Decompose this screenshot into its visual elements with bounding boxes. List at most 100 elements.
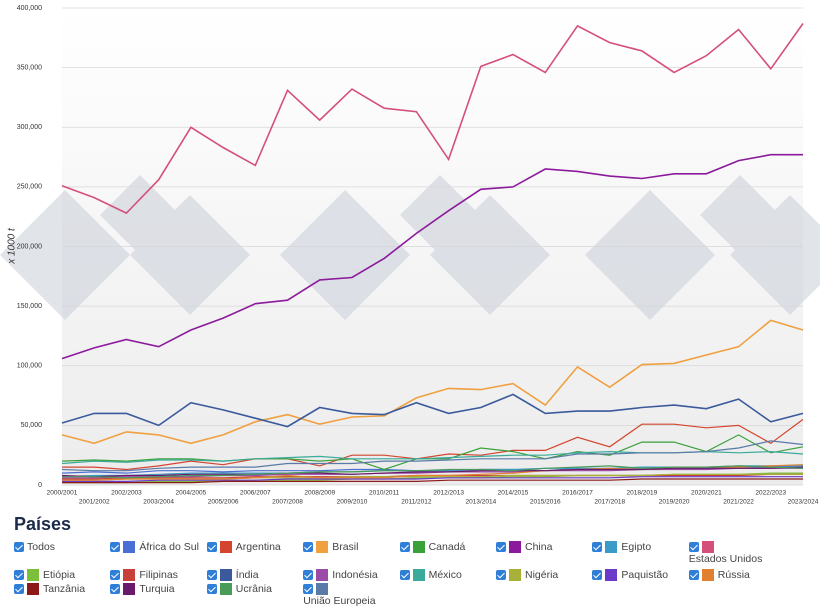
checkbox[interactable] [206, 570, 217, 580]
y-tick-label: 300,000 [17, 124, 42, 131]
legend-swatch [701, 569, 714, 581]
series-line [62, 465, 804, 479]
legend-label: Tanzânia [43, 583, 86, 595]
x-tick-label: 2008/2009 [304, 490, 335, 497]
checkbox[interactable] [592, 570, 603, 580]
checkbox[interactable] [399, 570, 410, 580]
legend-item[interactable]: União Europeia [303, 583, 399, 607]
checkbox[interactable] [14, 584, 24, 594]
legend-item[interactable]: Turquia [110, 583, 206, 595]
legend-item[interactable]: Brasil [303, 541, 399, 553]
legend-item[interactable]: Etiópia [14, 569, 110, 581]
legend-swatch [219, 569, 232, 581]
x-tick-label: 2000/2001 [47, 490, 78, 497]
legend-item[interactable]: Filipinas [110, 569, 206, 581]
legend-label: Ucrânia [235, 583, 272, 595]
legend-swatch [316, 569, 329, 581]
x-tick-label: 2002/2003 [111, 490, 142, 497]
y-tick-label: 0 [38, 482, 42, 489]
x-tick-label: 2010/2011 [369, 490, 400, 497]
legend-item[interactable]: Paquistão [592, 569, 688, 581]
x-tick-label: 2015/2016 [530, 499, 561, 506]
legend-label: Todos [27, 541, 56, 553]
checkbox[interactable] [110, 584, 121, 594]
x-tick-label: 2012/2013 [433, 490, 464, 497]
checkbox[interactable] [14, 542, 24, 552]
legend-swatch [27, 583, 39, 595]
checkbox[interactable] [303, 542, 314, 552]
checkbox[interactable] [303, 584, 314, 594]
legend-label: Turquia [139, 583, 175, 595]
series-line [61, 466, 804, 478]
legend-item[interactable]: Indonésia [303, 569, 399, 581]
legend-item[interactable]: África do Sul [110, 541, 206, 553]
legend-swatch [316, 583, 329, 595]
legend-swatch [123, 541, 136, 553]
legend-label: Paquistão [621, 569, 669, 581]
legend-item[interactable]: Rússia [688, 569, 785, 581]
watermark [0, 175, 820, 320]
checkbox[interactable] [206, 584, 217, 594]
legend-item[interactable]: Ucrânia [206, 583, 303, 595]
x-tick-label: 2001/2002 [79, 499, 110, 506]
legend-label: Indonésia [332, 569, 378, 581]
checkbox[interactable] [206, 542, 217, 552]
legend-item[interactable]: Todos [14, 541, 110, 553]
legend-label: Canadá [428, 541, 466, 553]
legend-label: Filipinas [139, 569, 178, 581]
legend-item[interactable]: Canadá [399, 541, 496, 553]
legend-swatch [219, 583, 232, 595]
y-tick-label: 200,000 [17, 243, 42, 250]
series-line [62, 478, 803, 484]
checkbox[interactable] [303, 570, 314, 580]
legend-item[interactable]: China [496, 541, 592, 553]
legend-label: Brasil [332, 541, 359, 553]
y-tick-label: 400,000 [17, 5, 42, 12]
checkbox[interactable] [14, 570, 24, 580]
legend-title: Países [14, 514, 72, 534]
series-line [62, 476, 803, 482]
legend-item[interactable]: México [399, 569, 496, 581]
legend-swatch [509, 541, 521, 553]
x-tick-label: 2005/2006 [208, 499, 239, 506]
y-tick-label: 100,000 [17, 363, 42, 370]
series-line [61, 319, 804, 445]
legend-label: China [525, 541, 553, 553]
checkbox[interactable] [399, 542, 410, 552]
checkbox[interactable] [688, 570, 699, 580]
x-tick-label: 2016/2017 [562, 490, 593, 497]
x-tick-label: 2020/2021 [691, 490, 722, 497]
checkbox[interactable] [110, 570, 121, 580]
chart: x 1000 t 0 50,000 100,000 150,000 200,000 250… [0, 5, 820, 506]
x-tick-label: 2006/2007 [240, 490, 271, 497]
y-tick-label: 50,000 [21, 422, 43, 429]
x-tick-label: 2018/2019 [627, 490, 658, 497]
legend-item[interactable]: Egipto [592, 541, 688, 553]
checkbox[interactable] [688, 542, 699, 552]
series-line [61, 23, 804, 215]
legend-item[interactable]: Nigéria [496, 569, 592, 581]
legend-label: México [428, 569, 462, 581]
x-tick-label: 2007/2008 [272, 499, 303, 506]
x-tick-label: 2019/2020 [659, 499, 690, 506]
x-tick-label: 2022/2023 [755, 490, 786, 497]
legend-item[interactable]: Estados Unidos [688, 541, 785, 565]
legend-swatch [412, 541, 425, 553]
legend-label: União Europeia [303, 595, 376, 607]
checkbox[interactable] [496, 542, 506, 552]
y-tick-label: 250,000 [17, 184, 42, 191]
x-tick-label: 2013/2014 [465, 499, 496, 506]
series-line [61, 393, 804, 428]
checkbox[interactable] [592, 542, 603, 552]
legend-swatch [219, 541, 232, 553]
y-tick-label: 350,000 [17, 64, 42, 71]
checkbox[interactable] [110, 542, 121, 552]
checkbox[interactable] [496, 570, 506, 580]
legend-label: África do Sul [139, 541, 199, 553]
legend-item[interactable]: Índia [206, 569, 303, 581]
x-tick-label: 2023/2024 [788, 499, 819, 506]
legend-item[interactable]: Argentina [206, 541, 303, 553]
x-tick-label: 2021/2022 [723, 499, 754, 506]
legend-item[interactable]: Tanzânia [14, 583, 110, 595]
